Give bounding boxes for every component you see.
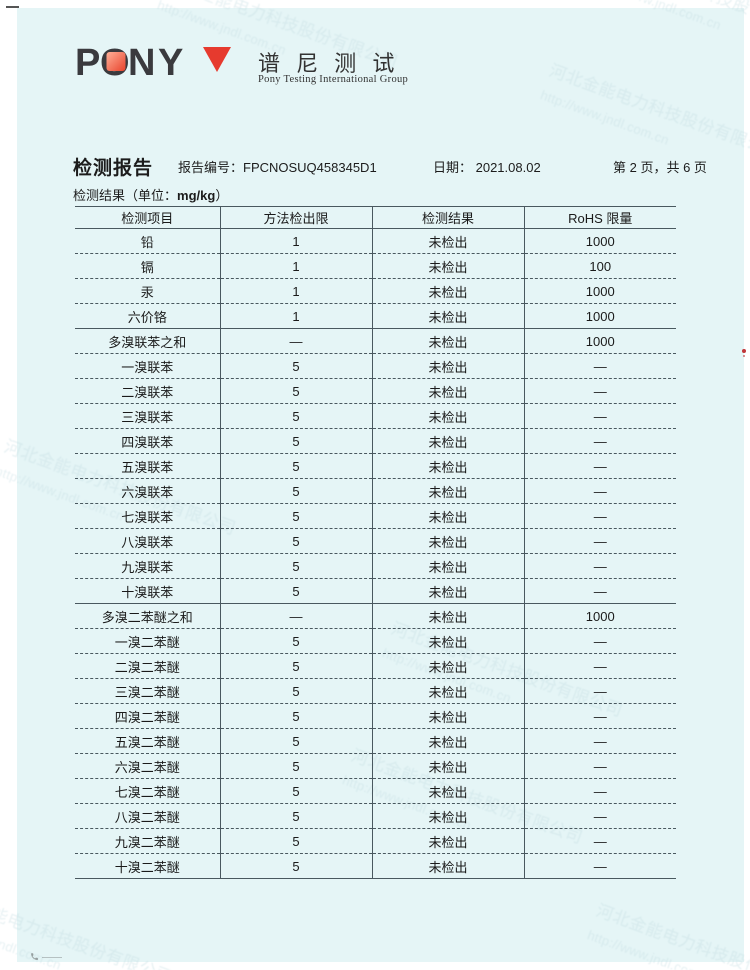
svg-text:P: P [75, 42, 100, 84]
svg-text:N: N [128, 42, 153, 84]
svg-text:Y: Y [158, 42, 183, 84]
svg-text:谱 尼 测 试: 谱 尼 测 试 [258, 51, 399, 76]
